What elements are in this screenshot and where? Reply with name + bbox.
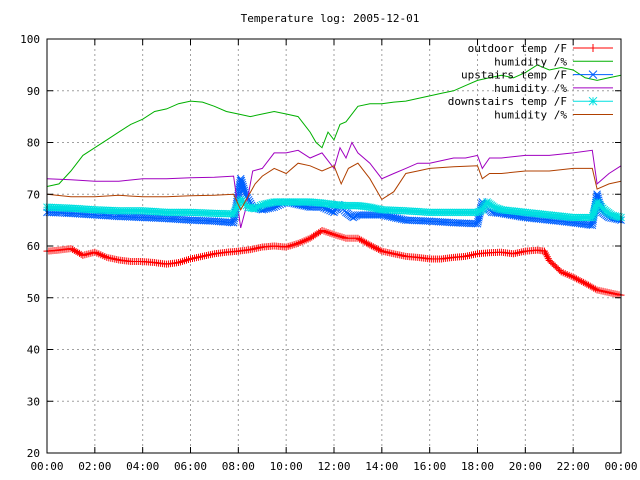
legend-label: humidity /% bbox=[494, 109, 567, 122]
x-tick-label: 16:00 bbox=[413, 460, 446, 473]
x-tick-label: 02:00 bbox=[78, 460, 111, 473]
x-tick-label: 12:00 bbox=[317, 460, 350, 473]
series-4 bbox=[46, 141, 622, 229]
x-tick-label: 20:00 bbox=[509, 460, 542, 473]
x-tick-label: 04:00 bbox=[126, 460, 159, 473]
series-markers bbox=[43, 226, 625, 299]
y-tick-label: 80 bbox=[27, 137, 40, 150]
grid bbox=[47, 39, 621, 453]
y-tick-label: 70 bbox=[27, 188, 40, 201]
x-tick-label: 18:00 bbox=[461, 460, 494, 473]
legend-label: upstairs temp /F bbox=[461, 69, 567, 82]
series-line bbox=[46, 64, 622, 187]
legend-label: humidity /% bbox=[494, 55, 567, 68]
series-2 bbox=[46, 64, 622, 187]
legend-marker bbox=[588, 70, 598, 79]
series-layer bbox=[43, 64, 625, 299]
y-tick-label: 90 bbox=[27, 85, 40, 98]
x-tick-label: 22:00 bbox=[557, 460, 590, 473]
y-tick-label: 30 bbox=[27, 395, 40, 408]
legend-label: humidity /% bbox=[494, 82, 567, 95]
series-6 bbox=[46, 162, 622, 211]
x-tick-label: 08:00 bbox=[222, 460, 255, 473]
legend-label: outdoor temp /F bbox=[468, 42, 567, 55]
x-tick-label: 14:00 bbox=[365, 460, 398, 473]
series-line bbox=[46, 141, 622, 229]
x-tick-label: 00:00 bbox=[604, 460, 637, 473]
x-tick-label: 10:00 bbox=[270, 460, 303, 473]
legend-marker bbox=[589, 44, 597, 52]
series-1 bbox=[43, 226, 625, 299]
legend-marker bbox=[588, 96, 598, 106]
y-tick-label: 40 bbox=[27, 344, 40, 357]
y-tick-label: 50 bbox=[27, 292, 40, 305]
axis-ticks: 20 30 40 50 60 70 80 90 100 00:00 02:00 04:00 06:00 0… bbox=[20, 33, 637, 473]
legend-label: downstairs temp /F bbox=[448, 95, 567, 108]
x-tick-label: 06:00 bbox=[174, 460, 207, 473]
y-tick-label: 20 bbox=[27, 447, 40, 460]
series-line bbox=[46, 162, 622, 211]
y-tick-label: 60 bbox=[27, 240, 40, 253]
y-tick-label: 100 bbox=[20, 33, 40, 46]
chart-title: Temperature log: 2005-12-01 bbox=[241, 12, 420, 25]
x-tick-label: 00:00 bbox=[30, 460, 63, 473]
